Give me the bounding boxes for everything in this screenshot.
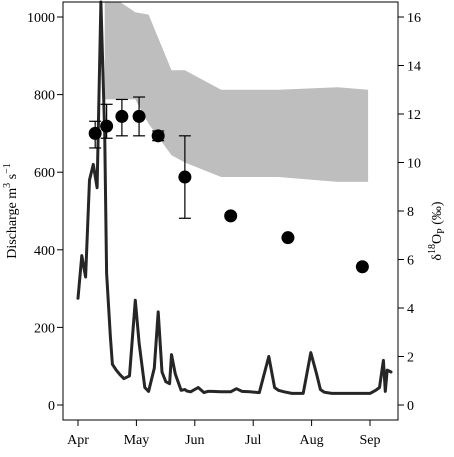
x-tick-label: Jul <box>245 433 261 448</box>
right-tick-label: 2 <box>407 351 414 366</box>
isotope-point <box>355 260 369 274</box>
x-tick-label: Aug <box>300 433 324 448</box>
right-axis: 0 2 4 6 8 10 12 14 16 <box>398 11 421 414</box>
isotope-point <box>281 231 295 245</box>
left-axis-label-sup2: −1 <box>2 163 13 174</box>
left-axis-label-main: Discharge m <box>5 188 20 259</box>
x-tick-label: May <box>124 433 150 448</box>
isotope-point <box>224 209 238 223</box>
right-tick-label: 14 <box>407 60 421 75</box>
isotope-point <box>100 119 114 133</box>
isotope-range-band <box>104 2 369 182</box>
right-axis-label-sup: 18 <box>427 244 438 254</box>
right-axis-label-unit: (‰) <box>430 201 445 228</box>
plot-area <box>62 0 399 421</box>
x-axis: Apr May Jun Jul Aug Sep <box>67 420 381 448</box>
right-tick-label: 8 <box>407 205 414 220</box>
right-tick-label: 4 <box>407 302 414 317</box>
left-tick-label: 0 <box>48 399 55 414</box>
right-axis-label: δ18OP (‰) <box>427 201 447 260</box>
right-tick-label: 16 <box>407 11 421 26</box>
left-axis-label: Discharge m3 s−1 <box>2 163 20 258</box>
x-tick-label: Jun <box>185 433 204 448</box>
x-tick-label: Sep <box>360 433 381 448</box>
isotope-point <box>132 109 146 123</box>
right-tick-label: 0 <box>407 399 414 414</box>
isotope-point <box>115 109 129 123</box>
left-tick-label: 1000 <box>27 11 55 26</box>
left-tick-label: 200 <box>34 321 55 336</box>
isotope-point <box>151 129 165 143</box>
discharge-series-line <box>76 0 393 395</box>
isotope-point <box>88 126 102 140</box>
left-axis-label-mid: s <box>5 174 20 183</box>
left-tick-label: 600 <box>34 166 55 181</box>
left-axis: 0 200 400 600 800 1000 <box>27 11 63 414</box>
right-tick-label: 10 <box>407 157 421 172</box>
isotope-points <box>88 96 369 274</box>
right-tick-label: 6 <box>407 254 414 269</box>
isotope-point <box>178 170 192 184</box>
left-tick-label: 400 <box>34 244 55 259</box>
right-axis-label-sub: P <box>436 228 447 234</box>
x-tick-label: Apr <box>67 433 89 448</box>
right-tick-label: 12 <box>407 108 421 123</box>
left-tick-label: 800 <box>34 89 55 104</box>
left-axis-label-sup1: 3 <box>2 183 13 188</box>
right-axis-label-main: δ <box>430 254 445 261</box>
right-axis-label-o: O <box>430 234 445 244</box>
